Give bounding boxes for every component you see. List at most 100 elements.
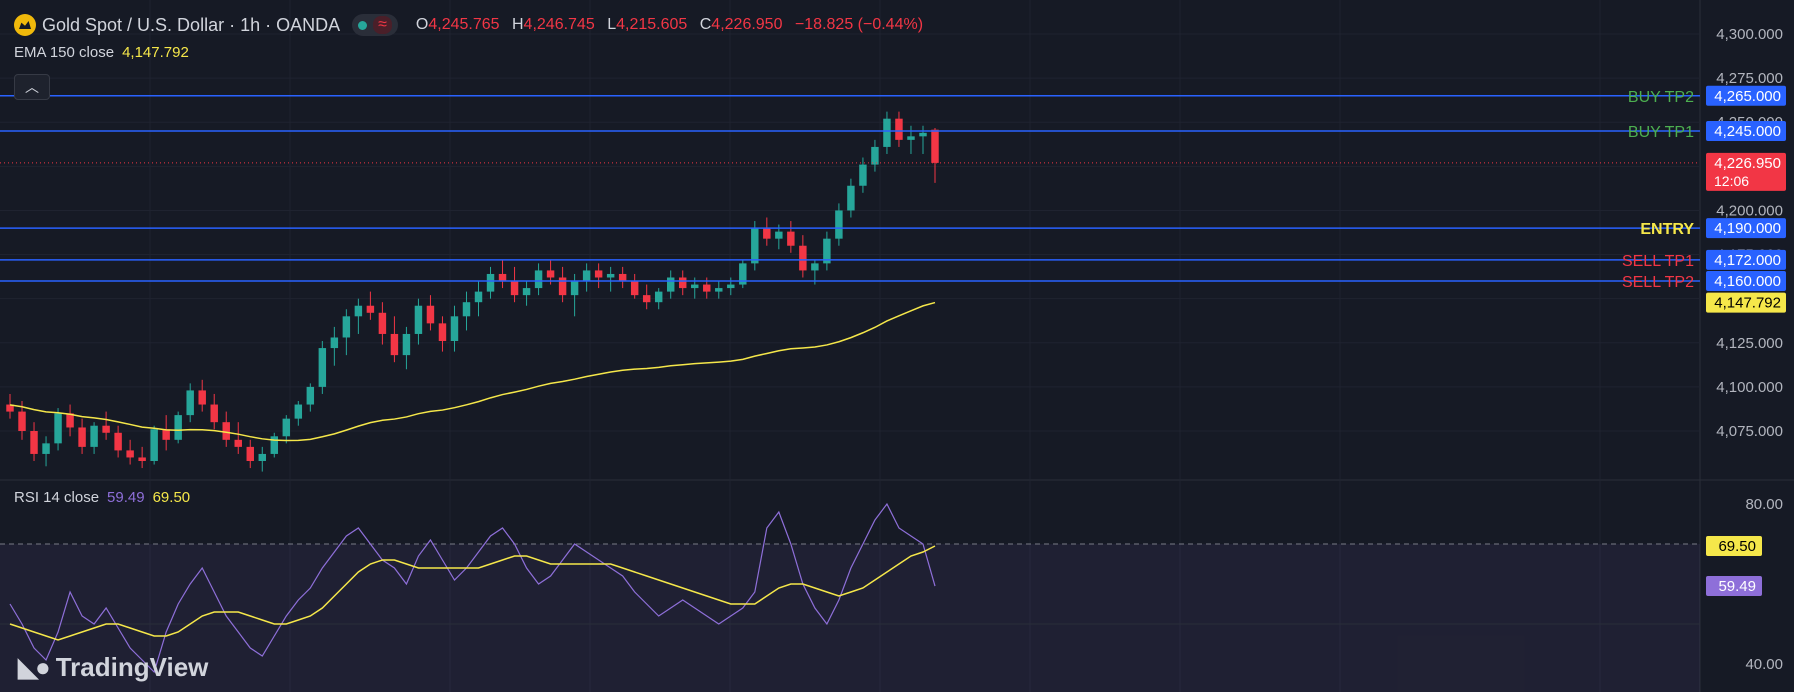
candle-body[interactable]: [366, 305, 375, 313]
candle-body[interactable]: [270, 436, 279, 454]
candle-body[interactable]: [66, 413, 74, 428]
candle-body[interactable]: [534, 270, 543, 289]
candle-body[interactable]: [871, 146, 879, 165]
candle-body[interactable]: [787, 231, 795, 246]
tv-logo-icon: ◣●: [18, 652, 51, 682]
candle-body[interactable]: [931, 129, 939, 163]
candle-body[interactable]: [90, 425, 98, 447]
symbol-header: Gold Spot / U.S. Dollar · 1h · OANDA ≈ O…: [14, 12, 923, 38]
candle-body[interactable]: [522, 288, 531, 296]
candle-body[interactable]: [378, 312, 387, 334]
candle-body[interactable]: [18, 411, 26, 431]
candle-body[interactable]: [510, 281, 519, 296]
price-tick-label: 4,200.000: [1716, 202, 1783, 219]
candle-body[interactable]: [222, 422, 230, 440]
candle-body[interactable]: [54, 413, 62, 444]
level-price-badge: [1706, 121, 1786, 142]
ema-line: [9, 301, 936, 442]
candle-body[interactable]: [606, 273, 615, 278]
rsi-value-badge-label: 59.49: [1718, 578, 1756, 595]
candle-body[interactable]: [883, 118, 891, 147]
candle-body[interactable]: [282, 418, 291, 437]
candle-body[interactable]: [594, 270, 603, 278]
symbol-title[interactable]: Gold Spot / U.S. Dollar · 1h · OANDA: [42, 14, 341, 35]
price-tick-label: 4,075.000: [1716, 423, 1783, 440]
candle-body[interactable]: [546, 270, 555, 278]
candle-body[interactable]: [847, 185, 855, 211]
candle-body[interactable]: [414, 305, 423, 334]
candle-body[interactable]: [654, 291, 663, 303]
candle-body[interactable]: [438, 323, 447, 342]
candle-body[interactable]: [342, 316, 351, 338]
candle-body[interactable]: [498, 273, 507, 282]
collapse-legend-button[interactable]: ︿: [14, 74, 50, 100]
candle-body[interactable]: [6, 404, 14, 412]
candle-body[interactable]: [715, 288, 723, 292]
candle-body[interactable]: [150, 429, 158, 461]
candle-body[interactable]: [450, 316, 459, 342]
candle-body[interactable]: [126, 450, 134, 458]
level-price-badge: [1706, 85, 1786, 106]
candle-body[interactable]: [306, 386, 315, 405]
candle-body[interactable]: [78, 427, 86, 447]
candle-body[interactable]: [486, 273, 495, 292]
level-name-label: SELL TP1: [1622, 253, 1694, 270]
candle-body[interactable]: [618, 273, 627, 282]
candle-body[interactable]: [895, 118, 903, 140]
level-price-label: 4,160.000: [1714, 273, 1781, 290]
candle-body[interactable]: [474, 291, 483, 303]
candle-body[interactable]: [102, 425, 110, 433]
candle-body[interactable]: [751, 228, 759, 264]
candle-body[interactable]: [426, 305, 435, 324]
candle-body[interactable]: [390, 333, 399, 356]
candle-body[interactable]: [558, 277, 567, 296]
candle-body[interactable]: [835, 210, 843, 239]
candle-body[interactable]: [679, 277, 687, 289]
candle-body[interactable]: [775, 231, 783, 239]
candle-body[interactable]: [402, 333, 411, 356]
candle-body[interactable]: [210, 404, 218, 423]
candle-body[interactable]: [138, 457, 146, 461]
ema-legend[interactable]: EMA 150 close 4,147.792: [14, 44, 189, 61]
candle-body[interactable]: [703, 284, 711, 292]
candle-body[interactable]: [246, 446, 254, 461]
candle-body[interactable]: [666, 277, 675, 292]
candle-body[interactable]: [570, 281, 579, 296]
candle-body[interactable]: [162, 429, 170, 440]
candle-body[interactable]: [799, 245, 807, 271]
candle-body[interactable]: [763, 228, 771, 239]
rsi-label: RSI 14 close: [14, 489, 100, 506]
candle-body[interactable]: [294, 404, 303, 419]
candle-body[interactable]: [859, 164, 867, 186]
candle-body[interactable]: [174, 415, 182, 440]
candle-body[interactable]: [582, 270, 591, 282]
candle-body[interactable]: [642, 295, 651, 303]
candle-body[interactable]: [42, 443, 50, 454]
candle-body[interactable]: [727, 284, 735, 289]
chevron-up-icon: ︿: [25, 79, 39, 95]
candle-body[interactable]: [630, 281, 639, 296]
candle-body[interactable]: [462, 302, 471, 317]
market-status-pill[interactable]: ≈: [352, 14, 398, 36]
rsi-legend[interactable]: RSI 14 close 59.49 69.50: [14, 489, 190, 506]
level-price-label: 4,265.000: [1714, 88, 1781, 105]
candle-body[interactable]: [330, 337, 339, 349]
candle-body[interactable]: [234, 439, 242, 447]
candle-body[interactable]: [739, 263, 747, 285]
tradingview-logo[interactable]: ◣● TradingView: [18, 652, 209, 682]
candle-body[interactable]: [114, 432, 122, 451]
candle-body[interactable]: [186, 390, 194, 416]
candle-body[interactable]: [691, 284, 699, 289]
ema-price-badge: [1706, 292, 1786, 313]
level-name-label: ENTRY: [1640, 221, 1694, 238]
candle-body[interactable]: [30, 431, 38, 454]
candle-body[interactable]: [198, 390, 206, 405]
candle-body[interactable]: [823, 238, 831, 264]
candle-body[interactable]: [354, 305, 363, 317]
candle-body[interactable]: [318, 348, 327, 387]
candle-body[interactable]: [919, 132, 927, 137]
candle-body[interactable]: [258, 453, 266, 461]
candle-body[interactable]: [811, 263, 819, 271]
candle-body[interactable]: [907, 136, 915, 140]
